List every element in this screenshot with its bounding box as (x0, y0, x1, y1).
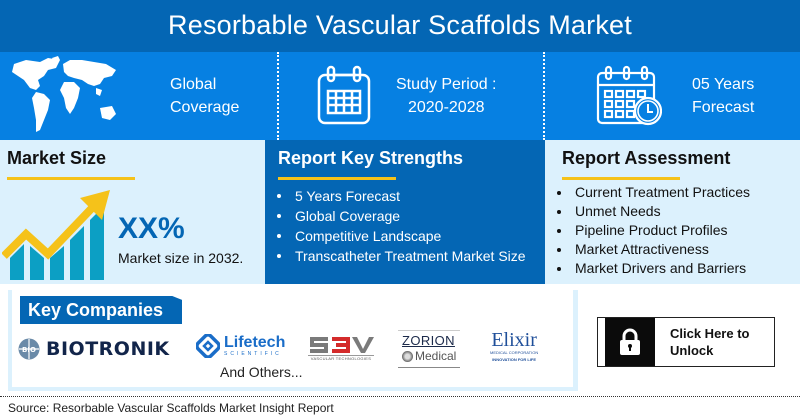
world-map-icon (8, 54, 120, 140)
unlock-label-line2: Unlock (670, 342, 749, 359)
unlock-label-line1: Click Here to (670, 325, 749, 342)
band-divider (543, 52, 545, 140)
highlights-band: Global Coverage Study Period : 2020-2028 (0, 52, 800, 140)
biotronik-badge-icon: BIO (18, 338, 40, 360)
market-size-caption: Market size in 2032. (118, 250, 243, 266)
calendar-clock-icon (596, 65, 662, 127)
assessment-panel: Report Assessment Current Treatment Prac… (545, 140, 800, 284)
assessment-list: Current Treatment Practices Unmet Needs … (545, 183, 800, 278)
s3v-wordmark-icon (308, 333, 374, 355)
market-size-title: Market Size (7, 148, 265, 169)
highlight-study-period: Study Period : 2020-2028 (316, 52, 546, 140)
zorion-subtitle: Medical (415, 348, 456, 364)
highlight-forecast: 05 Years Forecast (596, 52, 796, 140)
svg-text:BIO: BIO (22, 346, 36, 354)
footer-divider (0, 396, 800, 397)
elixir-wordmark: Elixir (491, 330, 537, 350)
s3v-subtitle: VASCULAR TECHNOLOGIES (308, 355, 374, 361)
title-underline (278, 177, 396, 180)
and-others-text: And Others... (220, 364, 302, 380)
highlight-line2: 2020-2028 (396, 96, 497, 119)
logo-zorion: ZORION Medical (398, 330, 460, 368)
list-item: Current Treatment Practices (545, 183, 800, 202)
list-item: Market Drivers and Barriers (545, 259, 800, 278)
title-underline (7, 177, 135, 180)
logo-lifetech: Lifetech SCIENTIFIC (196, 334, 285, 358)
biotronik-wordmark: BIOTRONIK (46, 338, 170, 360)
list-item: Pipeline Product Profiles (545, 221, 800, 240)
logo-elixir: Elixir MEDICAL CORPORATION INNOVATION FO… (490, 330, 538, 364)
padlock-icon (619, 328, 641, 356)
zorion-wordmark: ZORION (402, 334, 455, 348)
list-item: Unmet Needs (545, 202, 800, 221)
lifetech-subtitle: SCIENTIFIC (224, 351, 285, 357)
list-item: Market Attractiveness (545, 240, 800, 259)
page-title: Resorbable Vascular Scaffolds Market (0, 0, 800, 52)
list-item: 5 Years Forecast (265, 186, 545, 206)
key-companies-title: Key Companies (20, 296, 182, 324)
list-item: Transcatheter Treatment Market Size (265, 246, 545, 266)
unlock-button[interactable]: Click Here to Unlock (597, 317, 775, 367)
highlight-line2: Coverage (170, 96, 239, 119)
lifetech-mark-icon (196, 334, 220, 358)
logo-s3v: VASCULAR TECHNOLOGIES (308, 333, 374, 361)
highlight-global-coverage: Global Coverage (8, 52, 268, 140)
key-strengths-panel: Report Key Strengths 5 Years Forecast Gl… (265, 140, 545, 284)
growth-chart-icon (2, 188, 110, 280)
list-item: Global Coverage (265, 206, 545, 226)
highlight-line2: Forecast (692, 96, 754, 119)
highlight-line1: Global (170, 73, 239, 96)
zorion-circle-icon (402, 351, 413, 362)
list-item: Competitive Landscape (265, 226, 545, 246)
lifetech-wordmark: Lifetech (224, 335, 285, 351)
source-note: Source: Resorbable Vascular Scaffolds Ma… (8, 401, 334, 415)
logo-biotronik: BIO BIOTRONIK (18, 338, 170, 360)
market-size-panel: Market Size XX% Market size in 2032. (0, 140, 265, 284)
key-strengths-list: 5 Years Forecast Global Coverage Competi… (265, 186, 545, 266)
key-strengths-title: Report Key Strengths (278, 148, 545, 169)
elixir-tagline: INNOVATION FOR LIFE (492, 356, 536, 364)
highlight-line1: 05 Years (692, 73, 754, 96)
highlight-line1: Study Period : (396, 73, 497, 96)
title-underline (562, 177, 680, 180)
market-size-value: XX% (118, 212, 185, 246)
band-divider (277, 52, 279, 140)
assessment-title: Report Assessment (562, 148, 800, 169)
calendar-icon (316, 65, 372, 127)
